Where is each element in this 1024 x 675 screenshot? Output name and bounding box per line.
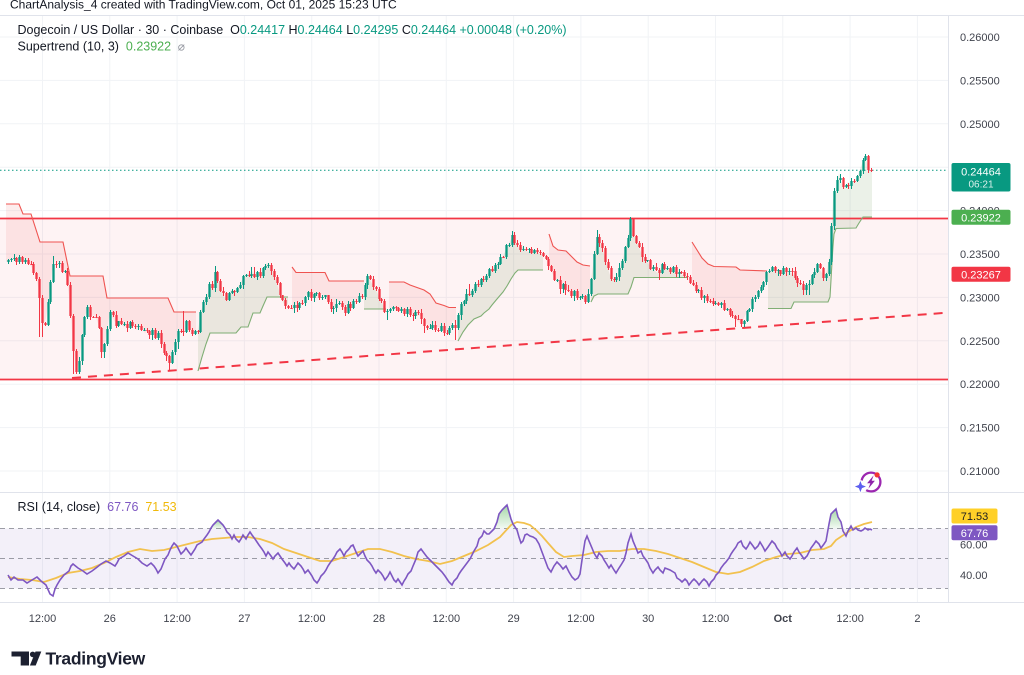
svg-text:26: 26 — [104, 613, 116, 625]
svg-text:Supertrend (10, 3) 0.23922 ⌀: Supertrend (10, 3) 0.23922 ⌀ — [18, 40, 186, 54]
svg-text:0.22000: 0.22000 — [960, 379, 1000, 391]
svg-text:Oct: Oct — [774, 613, 793, 625]
svg-text:60.00: 60.00 — [960, 540, 988, 552]
svg-text:ChartAnalysis_4 created with T: ChartAnalysis_4 created with TradingView… — [10, 0, 397, 12]
svg-text:TradingView: TradingView — [46, 649, 146, 669]
svg-text:0.22500: 0.22500 — [960, 336, 1000, 348]
svg-text:0.23267: 0.23267 — [961, 269, 1001, 281]
svg-text:2: 2 — [914, 613, 920, 625]
svg-text:0.24464: 0.24464 — [961, 167, 1001, 179]
svg-text:40.00: 40.00 — [960, 570, 988, 582]
svg-text:12:00: 12:00 — [567, 613, 595, 625]
svg-text:28: 28 — [373, 613, 385, 625]
svg-text:30: 30 — [642, 613, 654, 625]
svg-text:27: 27 — [238, 613, 250, 625]
svg-text:0.25000: 0.25000 — [960, 119, 1000, 131]
svg-text:12:00: 12:00 — [298, 613, 326, 625]
svg-text:12:00: 12:00 — [702, 613, 730, 625]
svg-text:0.23000: 0.23000 — [960, 292, 1000, 304]
svg-text:06:21: 06:21 — [968, 180, 993, 191]
svg-text:12:00: 12:00 — [163, 613, 191, 625]
svg-text:12:00: 12:00 — [836, 613, 864, 625]
svg-text:29: 29 — [507, 613, 519, 625]
svg-text:71.53: 71.53 — [961, 511, 989, 523]
svg-text:0.21000: 0.21000 — [960, 466, 1000, 478]
svg-text:RSI (14, close) 67.76 71.53: RSI (14, close) 67.76 71.53 — [18, 500, 177, 514]
svg-text:12:00: 12:00 — [433, 613, 461, 625]
svg-text:67.76: 67.76 — [961, 528, 989, 540]
svg-text:0.23922: 0.23922 — [961, 212, 1001, 224]
svg-text:0.25500: 0.25500 — [960, 75, 1000, 87]
svg-text:0.26000: 0.26000 — [960, 32, 1000, 44]
svg-text:Dogecoin / US Dollar · 30 · Co: Dogecoin / US Dollar · 30 · Coinbase O0.… — [18, 23, 567, 37]
svg-text:0.21500: 0.21500 — [960, 423, 1000, 435]
svg-text:0.23500: 0.23500 — [960, 249, 1000, 261]
svg-text:12:00: 12:00 — [29, 613, 57, 625]
